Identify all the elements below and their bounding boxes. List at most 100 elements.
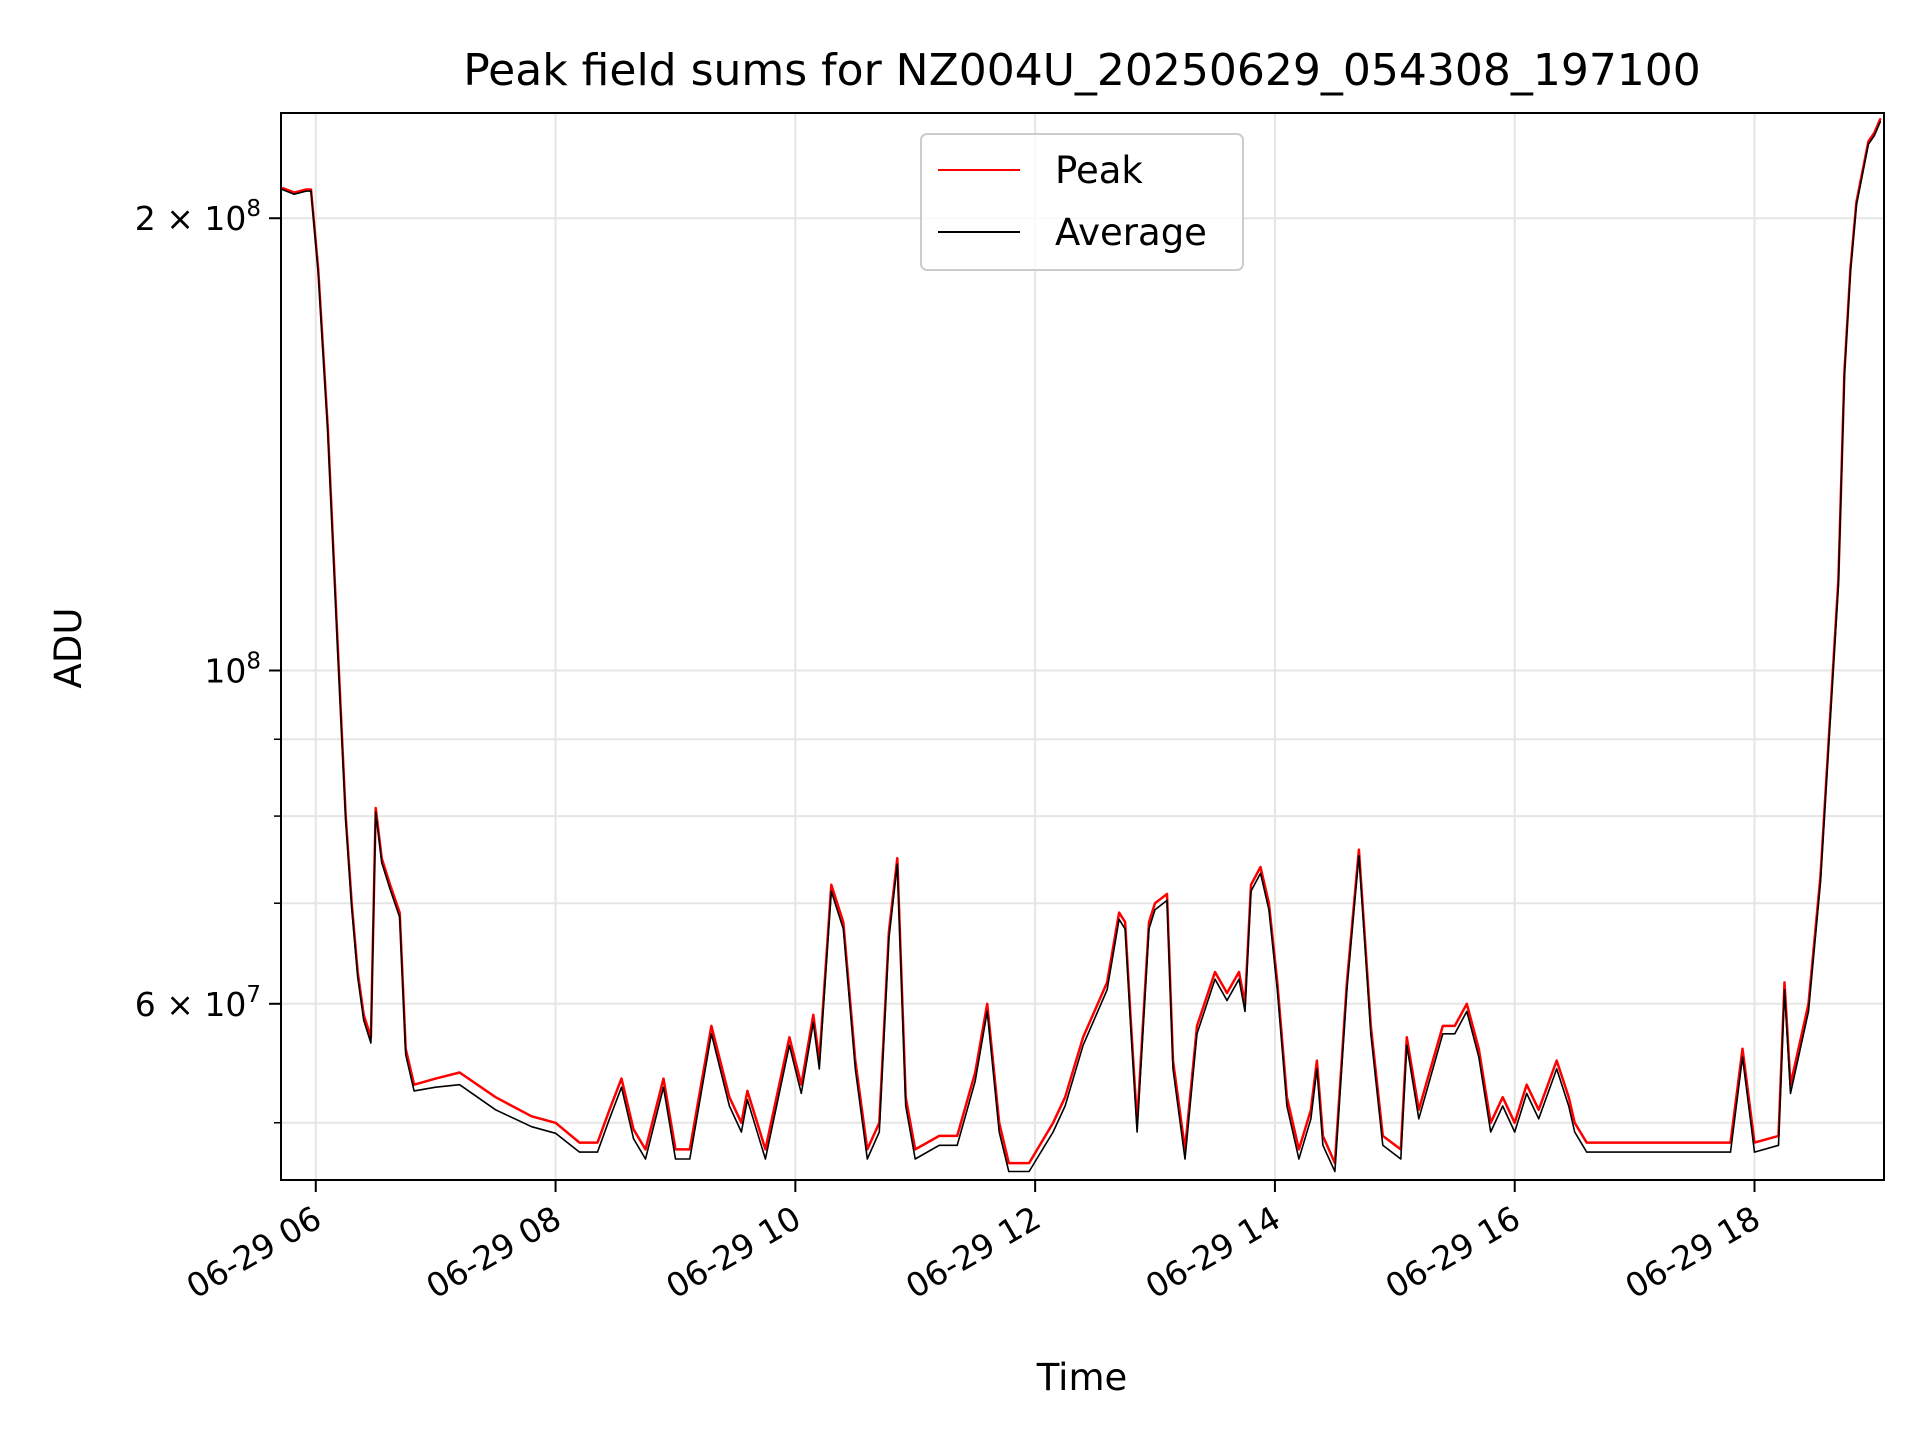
data-point-average xyxy=(578,1151,581,1153)
data-point-peak xyxy=(1454,1025,1456,1027)
data-point-average xyxy=(914,1158,916,1160)
data-point-average xyxy=(1454,1033,1456,1035)
data-point-peak xyxy=(435,1078,437,1080)
data-point-average xyxy=(1783,989,1786,991)
data-point-average xyxy=(1574,1131,1576,1133)
data-point-peak xyxy=(1706,1142,1708,1144)
data-point-average xyxy=(293,193,295,195)
data-point-peak xyxy=(1753,1142,1756,1144)
data-point-peak xyxy=(1729,1142,1732,1144)
data-point-average xyxy=(1082,1044,1084,1046)
series-line-average xyxy=(281,121,1882,1173)
data-point-average xyxy=(1658,1151,1660,1153)
data-point-average xyxy=(662,1086,665,1088)
chart-title: Peak field sums for NZ004U_20250629_0543… xyxy=(463,45,1701,96)
data-point-average xyxy=(1106,989,1108,991)
data-point-peak xyxy=(1196,1025,1198,1027)
data-point-peak xyxy=(1418,1109,1420,1111)
data-point-peak xyxy=(1526,1084,1528,1086)
data-point-peak xyxy=(608,1109,611,1111)
y-tick-exponent: 7 xyxy=(246,982,261,1008)
data-point-peak xyxy=(812,1014,814,1016)
data-point-average xyxy=(608,1118,611,1120)
data-point-peak xyxy=(1574,1122,1576,1124)
y-tick-label: 2 × 108 xyxy=(135,196,261,238)
data-point-average xyxy=(764,1158,767,1160)
data-point-average xyxy=(1478,1056,1480,1058)
data-point-average xyxy=(896,863,898,865)
data-point-peak xyxy=(689,1148,691,1150)
data-point-average xyxy=(495,1109,497,1111)
data-point-average xyxy=(620,1086,623,1088)
data-point-average xyxy=(1124,928,1126,930)
data-point-peak xyxy=(1586,1142,1588,1144)
data-point-average xyxy=(974,1080,976,1082)
data-point-average xyxy=(1008,1170,1010,1173)
data-point-peak xyxy=(1658,1142,1660,1144)
data-point-peak xyxy=(1298,1148,1300,1150)
data-point-average xyxy=(1166,899,1168,902)
data-point-peak xyxy=(800,1084,802,1086)
plot-frame xyxy=(280,112,1885,1181)
data-point-average xyxy=(1400,1158,1402,1160)
data-point-average xyxy=(363,1019,365,1021)
data-point-peak xyxy=(1214,971,1216,973)
data-point-average xyxy=(710,1033,713,1035)
data-point-average xyxy=(1490,1131,1492,1133)
data-point-average xyxy=(674,1158,677,1160)
data-point-average xyxy=(878,1131,880,1133)
data-point-peak xyxy=(1783,981,1786,984)
data-point-peak xyxy=(495,1096,497,1098)
data-point-average xyxy=(1807,1010,1810,1013)
data-point-peak xyxy=(375,807,377,809)
legend-box xyxy=(920,133,1244,271)
data-point-peak xyxy=(710,1025,713,1027)
y-tick-base: 10 xyxy=(204,651,246,690)
data-point-average xyxy=(1442,1033,1444,1035)
data-point-average xyxy=(1855,204,1857,206)
data-point-average xyxy=(854,1068,856,1070)
data-point-average xyxy=(1238,978,1240,980)
data-point-average xyxy=(1849,272,1851,274)
data-point-peak xyxy=(1250,884,1252,886)
data-point-peak xyxy=(1148,921,1150,923)
data-point-average xyxy=(1196,1033,1198,1035)
data-point-peak xyxy=(1064,1096,1066,1098)
data-point-average xyxy=(1316,1068,1318,1070)
data-point-peak xyxy=(974,1071,976,1074)
data-point-peak xyxy=(1008,1162,1010,1164)
data-point-average xyxy=(389,888,391,891)
data-point-average xyxy=(555,1132,557,1134)
data-point-average xyxy=(1052,1131,1054,1133)
data-point-peak xyxy=(531,1115,533,1117)
data-point-average xyxy=(1777,1144,1780,1146)
data-point-average xyxy=(1276,989,1278,991)
data-point-peak xyxy=(728,1096,731,1098)
data-point-average xyxy=(689,1158,691,1160)
data-point-average xyxy=(956,1144,958,1146)
data-point-average xyxy=(818,1068,820,1070)
legend-label-peak: Peak xyxy=(1055,149,1143,192)
y-tick-mantissa: 6 xyxy=(135,985,156,1024)
data-point-average xyxy=(1753,1151,1756,1153)
data-point-peak xyxy=(1238,971,1240,973)
data-point-average xyxy=(1370,1033,1372,1035)
data-point-average xyxy=(632,1138,635,1140)
data-point-peak xyxy=(1406,1036,1408,1038)
data-point-peak xyxy=(1466,1003,1468,1005)
data-point-average xyxy=(1244,1010,1246,1013)
legend-label-average: Average xyxy=(1055,211,1207,254)
data-point-average xyxy=(866,1158,868,1160)
data-point-peak xyxy=(1514,1122,1516,1124)
data-point-average xyxy=(998,1131,1000,1133)
data-point-average xyxy=(1286,1105,1288,1107)
data-point-peak xyxy=(938,1135,940,1137)
data-point-average xyxy=(1466,1010,1468,1013)
data-point-average xyxy=(1148,928,1150,930)
series-line-peak xyxy=(281,118,1882,1165)
data-point-peak xyxy=(1082,1036,1084,1038)
data-point-average xyxy=(399,916,401,918)
data-point-peak xyxy=(399,912,401,914)
